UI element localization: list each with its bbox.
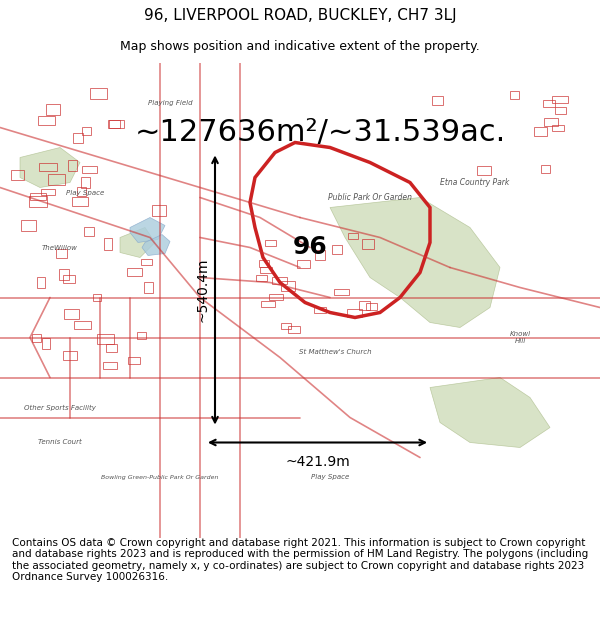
Text: Tennis Court: Tennis Court	[38, 439, 82, 446]
Bar	[281, 281, 295, 291]
Polygon shape	[430, 378, 550, 448]
Polygon shape	[20, 148, 80, 188]
Bar	[141, 259, 152, 265]
Bar	[93, 294, 101, 301]
Bar	[543, 99, 555, 107]
Bar	[59, 269, 69, 280]
Bar	[62, 275, 75, 283]
Bar	[104, 238, 112, 250]
Text: Play Space: Play Space	[311, 474, 349, 481]
Bar	[32, 334, 41, 342]
Text: Map shows position and indicative extent of the property.: Map shows position and indicative extent…	[120, 41, 480, 53]
Text: ~127636m²/~31.539ac.: ~127636m²/~31.539ac.	[134, 119, 506, 148]
Bar	[555, 107, 566, 114]
Bar	[332, 245, 342, 254]
Bar	[137, 332, 146, 339]
Bar	[80, 177, 90, 188]
Text: Other Sports Facility: Other Sports Facility	[24, 404, 96, 411]
Text: TheWillow: TheWillow	[42, 244, 78, 251]
Bar	[314, 307, 326, 312]
Bar	[82, 166, 97, 173]
Bar	[281, 323, 292, 329]
Bar	[73, 133, 83, 143]
Bar	[362, 239, 374, 249]
Bar	[31, 192, 46, 200]
Bar	[477, 166, 491, 175]
Bar	[288, 326, 300, 334]
Bar	[62, 351, 77, 360]
Bar	[41, 189, 55, 195]
Bar	[37, 277, 46, 288]
Bar	[46, 104, 60, 116]
Bar	[64, 309, 79, 319]
Bar	[265, 239, 275, 246]
Bar	[541, 165, 550, 172]
Bar	[552, 96, 568, 102]
Text: Knowl
Hill: Knowl Hill	[509, 331, 530, 344]
Bar	[47, 174, 65, 185]
Text: Etna Country Park: Etna Country Park	[440, 178, 509, 187]
Bar	[127, 268, 142, 276]
Polygon shape	[120, 228, 155, 258]
Bar	[260, 268, 272, 272]
Bar	[77, 187, 86, 196]
Polygon shape	[130, 217, 165, 242]
Bar	[29, 196, 47, 207]
Bar	[73, 197, 88, 206]
Bar	[56, 249, 67, 258]
Bar	[347, 309, 362, 317]
Bar	[359, 301, 370, 310]
Text: Play Space: Play Space	[66, 189, 104, 196]
Bar	[272, 278, 287, 284]
Text: ~421.9m: ~421.9m	[285, 454, 350, 469]
Bar	[109, 121, 121, 128]
Bar	[42, 338, 50, 349]
Bar	[21, 221, 36, 231]
Bar	[74, 321, 91, 329]
Bar	[11, 170, 24, 180]
Text: 96: 96	[293, 236, 328, 259]
Bar	[432, 96, 443, 106]
Polygon shape	[330, 198, 500, 328]
Bar	[259, 260, 269, 268]
Bar	[84, 227, 94, 236]
Text: Playing Field: Playing Field	[148, 99, 193, 106]
Bar	[552, 126, 564, 131]
Text: Bowling Green-Public Park Or Garden: Bowling Green-Public Park Or Garden	[101, 475, 219, 480]
Text: 96, LIVERPOOL ROAD, BUCKLEY, CH7 3LJ: 96, LIVERPOOL ROAD, BUCKLEY, CH7 3LJ	[143, 8, 457, 23]
Bar	[261, 301, 275, 307]
Bar	[297, 260, 310, 268]
Bar	[348, 233, 358, 239]
Polygon shape	[142, 234, 170, 256]
Bar	[103, 362, 117, 369]
Bar	[108, 119, 124, 128]
Bar	[38, 116, 55, 125]
Bar	[534, 127, 547, 136]
Bar	[334, 289, 349, 295]
Text: ~540.4m: ~540.4m	[196, 258, 210, 322]
Bar	[314, 250, 325, 260]
Bar	[544, 118, 557, 126]
Text: Contains OS data © Crown copyright and database right 2021. This information is : Contains OS data © Crown copyright and d…	[12, 538, 588, 582]
Text: Public Park Or Garden: Public Park Or Garden	[328, 193, 412, 202]
Bar	[128, 357, 140, 364]
Text: St Matthew's Church: St Matthew's Church	[299, 349, 371, 356]
Bar	[144, 282, 154, 292]
Bar	[90, 88, 107, 99]
Bar	[269, 294, 283, 301]
Bar	[365, 303, 377, 310]
Bar	[82, 127, 91, 135]
Bar	[256, 275, 267, 281]
Bar	[152, 205, 166, 216]
Bar	[510, 91, 519, 99]
Bar	[97, 334, 114, 344]
Bar	[68, 159, 77, 171]
Bar	[106, 344, 116, 352]
Bar	[39, 163, 57, 171]
